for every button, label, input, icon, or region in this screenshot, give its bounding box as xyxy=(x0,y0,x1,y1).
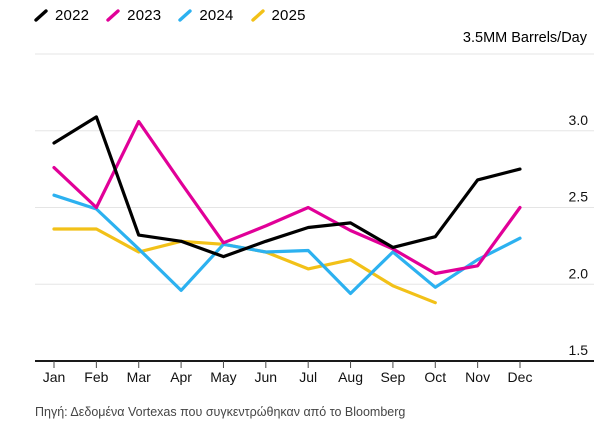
source-note: Πηγή: Δεδομένα Vortexas που συγκεντρώθηκ… xyxy=(35,405,406,419)
y-tick-label: 3.0 xyxy=(569,112,589,128)
x-tick-label: Sep xyxy=(380,369,405,385)
legend-label: 2025 xyxy=(271,7,306,24)
legend-item-2025[interactable]: 2025 xyxy=(250,7,306,24)
x-tick-label: Jan xyxy=(43,369,66,385)
x-tick-label: Dec xyxy=(508,369,533,385)
series-line-2022 xyxy=(52,115,522,259)
x-tick-label: Oct xyxy=(424,369,446,385)
series-line-2023 xyxy=(52,119,522,276)
x-tick-label: Jun xyxy=(255,369,278,385)
x-tick-label: Aug xyxy=(338,369,363,385)
legend-item-2022[interactable]: 2022 xyxy=(34,7,89,24)
y-tick-label: 2.0 xyxy=(569,265,589,281)
legend-swatch-icon xyxy=(34,9,48,22)
series-line-2024 xyxy=(52,193,522,296)
legend-swatch-icon xyxy=(250,9,265,22)
x-tick-label: Apr xyxy=(170,369,192,385)
legend: 2022 2023 2024 2025 xyxy=(34,7,306,24)
legend-label: 2023 xyxy=(127,7,162,24)
legend-swatch-icon xyxy=(106,9,120,22)
y-tick-label: 1.5 xyxy=(569,342,589,358)
x-tick-label: Feb xyxy=(84,369,108,385)
y-axis-unit-label: 3.5MM Barrels/Day xyxy=(462,30,587,46)
legend-item-2023[interactable]: 2023 xyxy=(106,7,161,24)
y-tick-label: 2.5 xyxy=(569,189,589,205)
x-tick-label: Mar xyxy=(127,369,151,385)
x-tick-label: Nov xyxy=(465,369,490,385)
legend-swatch-icon xyxy=(178,9,193,22)
x-tick-label: Jul xyxy=(299,369,317,385)
legend-item-2024[interactable]: 2024 xyxy=(178,7,233,24)
legend-label: 2022 xyxy=(55,7,90,24)
x-tick-label: May xyxy=(210,369,236,385)
legend-label: 2024 xyxy=(199,7,234,24)
